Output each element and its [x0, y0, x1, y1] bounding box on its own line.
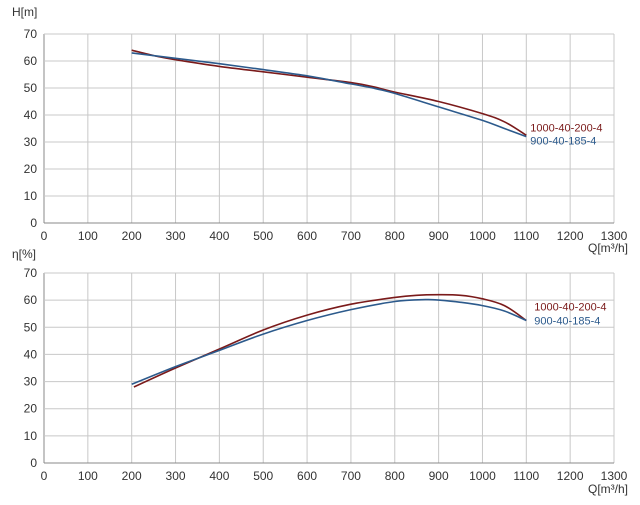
y-tick-label: 30	[24, 135, 38, 149]
y-tick-label: 60	[24, 293, 38, 307]
x-tick-label: 200	[122, 469, 142, 483]
y-axis-label: H[m]	[12, 5, 37, 19]
x-axis-label: Q[m³/h]	[588, 241, 628, 255]
x-tick-label: 1300	[601, 229, 628, 243]
y-tick-label: 10	[24, 189, 38, 203]
x-tick-label: 1300	[601, 469, 628, 483]
x-tick-label: 0	[41, 229, 48, 243]
x-tick-label: 700	[341, 229, 361, 243]
y-tick-label: 20	[24, 162, 38, 176]
y-tick-label: 40	[24, 108, 38, 122]
series-label: 900-40-185-4	[534, 316, 600, 328]
y-tick-label: 30	[24, 375, 38, 389]
series-line-1000-40-200-4	[131, 49, 527, 136]
x-tick-label: 900	[429, 469, 449, 483]
x-tick-label: 1200	[557, 469, 584, 483]
x-tick-label: 0	[41, 469, 48, 483]
head-chart: 0 100 200 300 400 500 600 700 800 900 1000 1100 1200…	[12, 5, 628, 255]
y-axis-label: η[%]	[12, 247, 36, 261]
x-tick-label: 1000	[469, 229, 496, 243]
x-tick-label: 600	[297, 469, 317, 483]
y-tick-label: 10	[24, 429, 38, 443]
x-tick-label: 1100	[513, 229, 539, 243]
x-tick-label: 800	[385, 469, 405, 483]
x-tick-label: 400	[209, 229, 229, 243]
x-tick-label: 1000	[469, 469, 496, 483]
x-tick-label: 800	[385, 229, 405, 243]
x-axis-label: Q[m³/h]	[588, 482, 628, 496]
x-tick-label: 400	[209, 469, 229, 483]
y-tick-label: 0	[30, 456, 37, 470]
x-tick-label: 100	[78, 469, 98, 483]
y-tick-label: 70	[24, 266, 38, 280]
series-label: 1000-40-200-4	[534, 302, 606, 314]
x-tick-label: 300	[166, 229, 186, 243]
x-tick-label: 300	[166, 469, 186, 483]
efficiency-chart: 0 100 200 300 400 500 600 700 800 900 1000 1100 1200…	[12, 247, 628, 496]
y-tick-label: 0	[30, 216, 37, 230]
series-line-900-40-185-4	[131, 298, 527, 386]
y-tick-label: 50	[24, 320, 38, 334]
y-tick-label: 50	[24, 81, 38, 95]
x-tick-label: 600	[297, 229, 317, 243]
series-line-900-40-185-4	[131, 52, 527, 138]
y-tick-label: 70	[24, 27, 38, 41]
x-tick-label: 700	[341, 469, 361, 483]
x-tick-label: 900	[429, 229, 449, 243]
series-label: 900-40-185-4	[530, 136, 596, 148]
x-tick-label: 500	[253, 229, 273, 243]
y-tick-label: 40	[24, 347, 38, 361]
x-tick-label: 500	[253, 469, 273, 483]
x-tick-label: 1100	[513, 469, 539, 483]
y-tick-label: 60	[24, 54, 38, 68]
series-line-1000-40-200-4	[133, 293, 527, 388]
y-tick-label: 20	[24, 402, 38, 416]
x-tick-label: 200	[122, 229, 142, 243]
series-label: 1000-40-200-4	[530, 122, 602, 134]
x-tick-label: 1200	[557, 229, 584, 243]
x-tick-label: 100	[78, 229, 98, 243]
